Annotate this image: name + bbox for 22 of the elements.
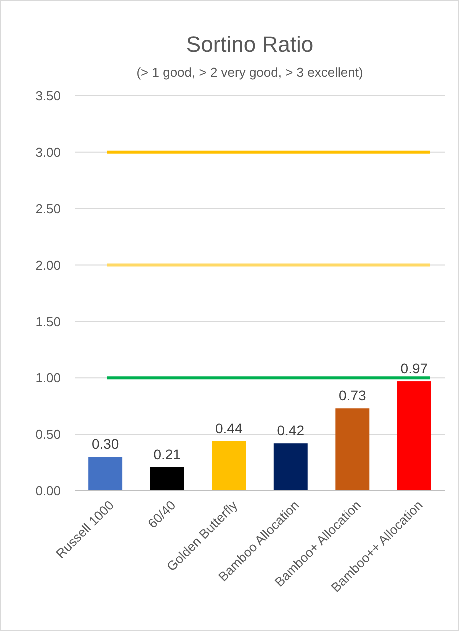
- bar: [212, 441, 246, 491]
- bar: [397, 382, 432, 491]
- data-label: 0.30: [92, 436, 120, 452]
- y-tick-label: 2.00: [36, 258, 61, 273]
- bar: [88, 457, 123, 491]
- data-label: 0.44: [215, 420, 243, 436]
- y-tick-label: 1.00: [36, 370, 61, 386]
- bar: [150, 467, 184, 491]
- bar: [336, 408, 370, 491]
- chart-subtitle: (> 1 good, > 2 very good, > 3 excellent): [136, 65, 364, 80]
- y-tick-label: 1.50: [36, 314, 61, 330]
- y-tick-label: 3.50: [36, 88, 61, 104]
- data-label: 0.21: [154, 446, 182, 462]
- y-tick-label: 0.50: [36, 427, 61, 442]
- data-label: 0.97: [400, 360, 428, 377]
- y-tick-label: 0.00: [36, 484, 61, 499]
- data-label: 0.42: [277, 422, 305, 439]
- data-label: 0.73: [339, 388, 366, 404]
- bar: [274, 444, 308, 491]
- y-tick-label: 3.00: [36, 144, 61, 160]
- y-tick-label: 2.50: [36, 201, 61, 216]
- chart-title: Sortino Ratio: [186, 32, 314, 57]
